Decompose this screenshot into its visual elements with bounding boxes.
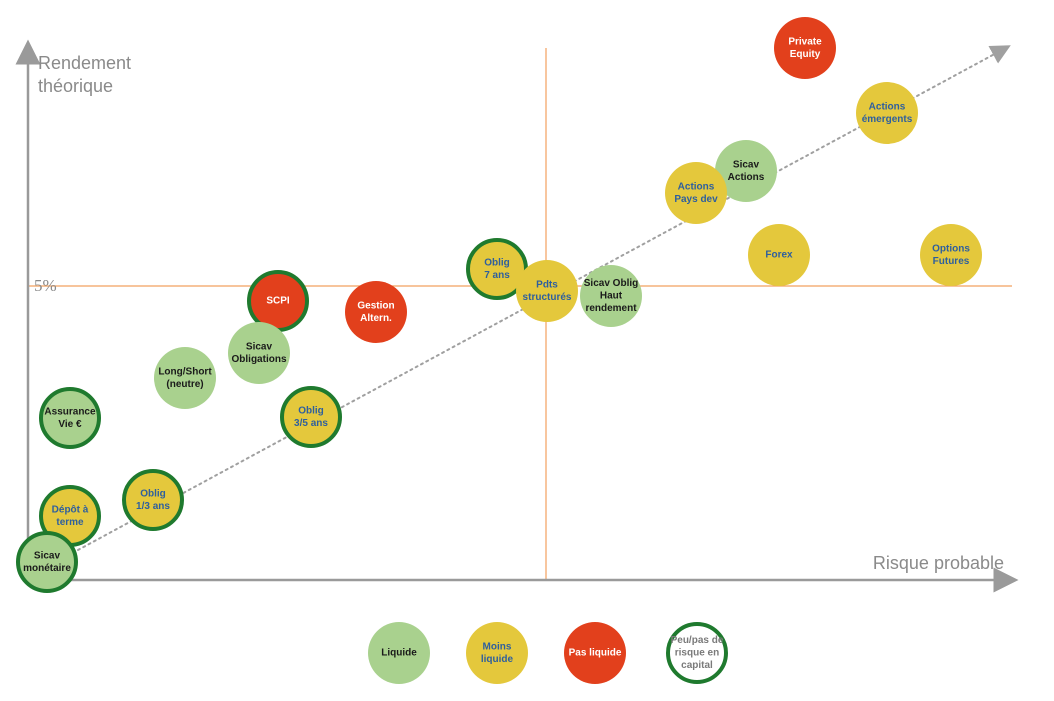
bubble-private-equity-label: Private — [788, 36, 822, 47]
legend-peu-pas-de-risque-label: capital — [681, 660, 713, 671]
bubble-assurance-vie-label: Assurance — [44, 406, 96, 417]
bubble-long-short-label: (neutre) — [166, 379, 203, 390]
bubble-oblig-3-5-ans: Oblig 3/5 ans — [280, 386, 342, 448]
legend-peu-pas-de-risque-label: Peu/pas de — [671, 635, 724, 646]
bubble-long-short-circle — [154, 347, 216, 409]
legend-moins-liquide-label: liquide — [481, 654, 514, 665]
bubble-sicav-oblig-haut-rendement-circle — [580, 265, 642, 327]
bubble-gestion-altern: Gestion Altern. — [345, 281, 407, 343]
bubble-oblig-1-3-ans-label: 1/3 ans — [136, 501, 170, 512]
bubble-depot-a-terme-label: Dépôt à — [52, 504, 89, 515]
bubble-actions-pays-dev-circle — [665, 162, 727, 224]
trend-line — [77, 45, 1011, 551]
bubble-scpi-label: SCPI — [266, 296, 290, 307]
bubble-actions-emergents: Actions émergents — [856, 82, 918, 144]
legend-moins-liquide: Moins liquide — [466, 622, 528, 684]
bubble-private-equity-circle — [774, 17, 836, 79]
bubble-gestion-altern-label: Altern. — [360, 313, 392, 324]
bubble-scpi: SCPI — [247, 270, 309, 332]
bubble-sicav-actions-label: Sicav — [733, 159, 760, 170]
bubble-sicav-obligations-label: Obligations — [232, 354, 287, 365]
bubble-actions-pays-dev-label: Pays dev — [674, 194, 718, 205]
bubble-oblig-1-3-ans: Oblig 1/3 ans — [122, 469, 184, 531]
bubble-actions-pays-dev-label: Actions — [678, 181, 715, 192]
legend-liquide: Liquide — [368, 622, 430, 684]
bubble-oblig-1-3-ans-circle — [122, 469, 184, 531]
bubble-sicav-monetaire-circle — [16, 531, 78, 593]
five-percent-label: 5% — [34, 276, 57, 295]
bubble-private-equity: Private Equity — [774, 17, 836, 79]
bubble-options-futures: Options Futures — [920, 224, 982, 286]
bubble-forex: Forex — [748, 224, 810, 286]
legend-pas-liquide-label: Pas liquide — [569, 648, 622, 659]
legend-pas-liquide: Pas liquide — [564, 622, 626, 684]
bubble-pdts-structures: Pdts structurés — [516, 260, 578, 322]
legend-liquide-label: Liquide — [381, 648, 417, 659]
bubble-sicav-obligations-label: Sicav — [246, 341, 273, 352]
bubble-assurance-vie: Assurance Vie € — [39, 387, 101, 449]
y-axis-title-line-1: Rendement — [38, 53, 131, 73]
bubble-long-short: Long/Short (neutre) — [154, 347, 216, 409]
bubble-assurance-vie-label: Vie € — [58, 419, 82, 430]
bubble-gestion-altern-label: Gestion — [357, 300, 394, 311]
bubble-sicav-oblig-haut-rendement-label: Sicav Oblig — [584, 278, 638, 289]
bubble-assurance-vie-circle — [39, 387, 101, 449]
bubble-sicav-obligations-circle — [228, 322, 290, 384]
bubbles-layer: Private Equity Actions émergents Sicav Action… — [16, 17, 982, 593]
bubble-actions-emergents-label: Actions — [869, 101, 906, 112]
bubble-oblig-7-ans-label: 7 ans — [484, 270, 510, 281]
bubble-depot-a-terme-label: terme — [56, 517, 84, 528]
bubble-actions-emergents-circle — [856, 82, 918, 144]
bubble-sicav-monetaire: Sicav monétaire — [16, 531, 78, 593]
legend: Liquide Moins liquide Pas liquide Peu/pas de… — [368, 622, 728, 684]
legend-peu-pas-de-risque-circle — [666, 622, 728, 684]
legend-pas-liquide-circle — [564, 622, 626, 684]
bubble-options-futures-circle — [920, 224, 982, 286]
bubble-sicav-oblig-haut-rendement-label: Haut — [600, 291, 623, 302]
bubble-oblig-1-3-ans-label: Oblig — [140, 488, 166, 499]
bubble-oblig-3-5-ans-circle — [280, 386, 342, 448]
legend-moins-liquide-circle — [466, 622, 528, 684]
bubble-actions-emergents-label: émergents — [862, 114, 913, 125]
legend-liquide-circle — [368, 622, 430, 684]
y-axis-title-line-2: théorique — [38, 76, 113, 96]
bubble-forex-label: Forex — [765, 250, 793, 261]
bubble-sicav-actions-label: Actions — [728, 172, 765, 183]
legend-peu-pas-de-risque-label: risque en — [675, 648, 719, 659]
bubble-options-futures-label: Options — [932, 243, 970, 254]
bubble-actions-pays-dev: Actions Pays dev — [665, 162, 727, 224]
bubble-sicav-monetaire-label: Sicav — [34, 550, 61, 561]
bubble-pdts-structures-label: structurés — [523, 292, 572, 303]
bubble-private-equity-label: Equity — [790, 49, 821, 60]
bubble-options-futures-label: Futures — [933, 256, 970, 267]
bubble-gestion-altern-circle — [345, 281, 407, 343]
bubble-pdts-structures-circle — [516, 260, 578, 322]
bubble-pdts-structures-label: Pdts — [536, 279, 558, 290]
bubble-sicav-actions-circle — [715, 140, 777, 202]
bubble-oblig-3-5-ans-label: 3/5 ans — [294, 418, 328, 429]
bubble-long-short-label: Long/Short — [158, 366, 212, 377]
bubble-forex-circle — [748, 224, 810, 286]
legend-moins-liquide-label: Moins — [483, 641, 512, 652]
bubble-oblig-3-5-ans-label: Oblig — [298, 405, 324, 416]
x-axis-title: Risque probable — [873, 553, 1004, 573]
bubble-sicav-monetaire-label: monétaire — [23, 563, 71, 574]
bubble-sicav-actions: Sicav Actions — [715, 140, 777, 202]
bubble-oblig-7-ans-label: Oblig — [484, 257, 510, 268]
bubble-sicav-oblig-haut-rendement-label: rendement — [585, 303, 637, 314]
bubble-sicav-obligations: Sicav Obligations — [228, 322, 290, 384]
